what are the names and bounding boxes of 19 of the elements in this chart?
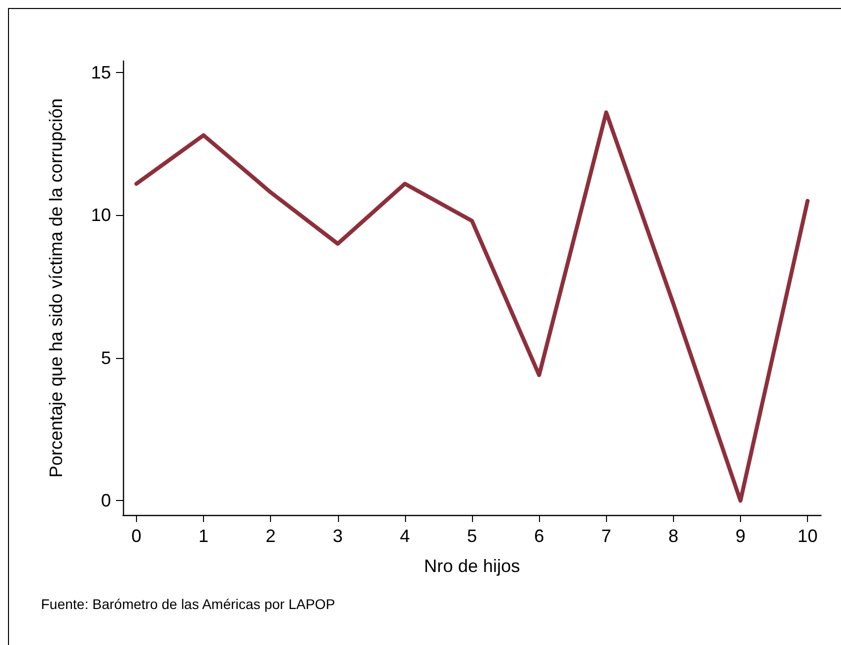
x-tick-label: 2 — [266, 526, 276, 546]
x-tick-label: 7 — [601, 526, 612, 546]
x-axis-title: Nro de hijos — [424, 556, 520, 576]
x-tick-label: 4 — [400, 526, 410, 546]
x-tick-label: 10 — [798, 526, 818, 546]
x-tick-label: 0 — [131, 526, 142, 546]
x-tick-label: 1 — [198, 526, 209, 546]
x-tick-label: 6 — [534, 526, 544, 546]
source-note: Fuente: Barómetro de las Américas por LAPOP — [41, 596, 336, 612]
y-tick-label: 5 — [100, 348, 111, 368]
x-tick-label: 3 — [332, 526, 343, 546]
x-tick-label: 9 — [735, 526, 746, 546]
y-axis-title: Porcentaje que ha sido víctima de la corrupción — [46, 98, 66, 478]
y-tick-label: 10 — [90, 205, 111, 226]
line-series — [134, 110, 810, 503]
x-tick-label: 8 — [668, 526, 678, 546]
y-tick-label: 15 — [90, 62, 111, 82]
x-tick-label: 5 — [466, 526, 478, 546]
y-tick-label: 0 — [100, 490, 111, 511]
